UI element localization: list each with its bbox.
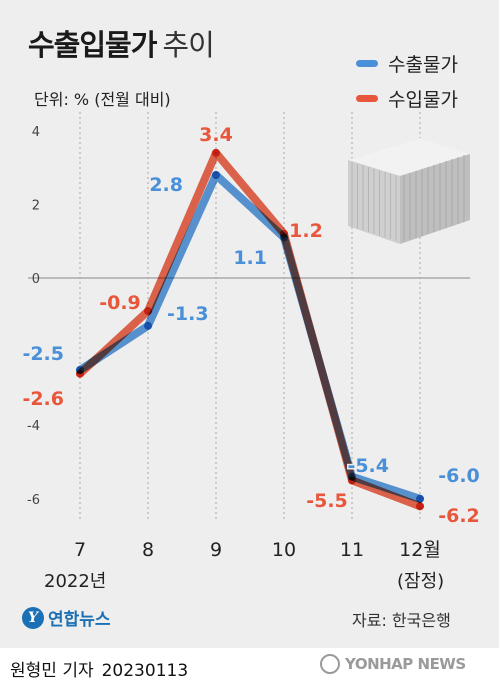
line-chart: 4 2 0 -2 -4 -6 7 8 9 10 11 12월 -2.5 -1.3 2.8 1.1 -5.4 -… (21, 112, 481, 561)
y-tick-label: 4 (32, 125, 40, 140)
container-top (348, 138, 470, 176)
x-tick-label: 10 (272, 539, 296, 561)
legend-item-export: 수출물가 (356, 50, 458, 77)
data-label-import: -2.6 (22, 388, 64, 410)
x-tick-label: 7 (74, 539, 86, 561)
yonhap-logo-icon: Y (22, 606, 44, 629)
legend-label-import: 수입물가 (388, 89, 458, 111)
data-point (76, 366, 84, 374)
year-label: 2022년 (44, 571, 107, 592)
watermark-text: YONHAP NEWS (345, 655, 466, 673)
x-tick-label: 9 (210, 539, 222, 561)
y-tick-label: -6 (27, 493, 40, 508)
x-tick-label: 12월 (399, 539, 441, 561)
y-tick-label: -2 (27, 346, 40, 361)
x-tick-label: 8 (142, 539, 154, 561)
data-label-import: 1.2 (289, 220, 323, 242)
preliminary-label: (잠정) (397, 571, 445, 592)
chart-panel: 4 2 0 -2 -4 -6 7 8 9 10 11 12월 -2.5 -1.3 2.8 1.1 -5.4 -… (0, 0, 499, 648)
data-label-export: 2.8 (149, 174, 183, 196)
data-point (144, 321, 152, 330)
legend-label-export: 수출물가 (388, 54, 458, 76)
data-label-export: 1.1 (233, 247, 267, 269)
unit-label: 단위: % (전월 대비) (34, 90, 171, 109)
series-line-export (76, 171, 424, 503)
data-point (416, 502, 424, 511)
data-label-export: -6.0 (438, 465, 480, 487)
publish-date: 20230113 (101, 661, 189, 681)
data-label-import: -0.9 (99, 292, 141, 314)
data-label-export: -2.5 (22, 343, 64, 365)
data-label-export: -1.3 (167, 303, 209, 325)
legend-swatch-import (356, 95, 378, 102)
chart-title-block: 수출입물가 추이 (28, 22, 215, 64)
yonhap-logo: Y 연합뉴스 (22, 605, 111, 630)
yonhap-news-watermark: YONHAP NEWS (320, 654, 466, 674)
data-label-import: 3.4 (199, 124, 233, 146)
y-tick-label: -4 (27, 419, 40, 434)
watermark-icon (320, 654, 340, 674)
series-line-import (76, 148, 424, 511)
data-point (416, 494, 424, 503)
y-tick-label: 0 (32, 272, 40, 287)
yonhap-logo-text: 연합뉴스 (48, 610, 111, 630)
source-label: 자료: 한국은행 (352, 611, 451, 630)
reporter-name: 원형민 기자 (10, 661, 94, 681)
legend-swatch-export (356, 60, 378, 67)
shipping-container-icon (348, 138, 470, 244)
x-tick-label: 11 (340, 539, 364, 561)
byline: 원형민 기자 20230113 (10, 656, 188, 681)
data-label-import: -5.5 (306, 490, 348, 512)
data-point (212, 148, 220, 157)
chart-title: 수출입물가 (28, 28, 157, 62)
legend-item-import: 수입물가 (356, 85, 458, 112)
data-point (212, 171, 220, 179)
data-point (348, 472, 356, 481)
data-label-export: -5.4 (347, 455, 389, 477)
data-label-import: -6.2 (438, 505, 480, 527)
data-point (280, 233, 288, 242)
chart-subtitle: 추이 (162, 28, 214, 62)
y-tick-label: 2 (32, 198, 40, 213)
